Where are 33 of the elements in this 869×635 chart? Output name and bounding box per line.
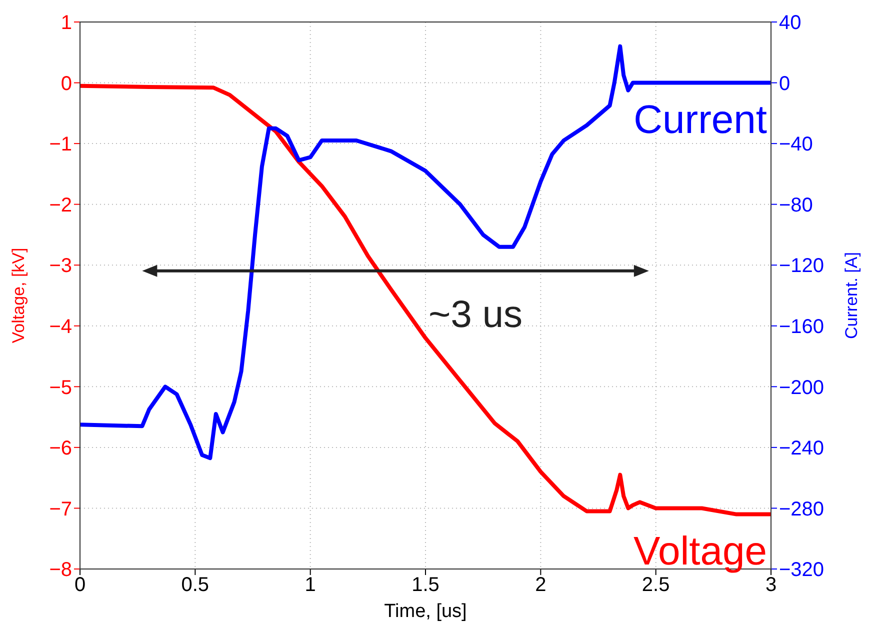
x-tick-label: 1.5 — [412, 574, 440, 596]
y-tick-label: −4 — [49, 316, 72, 338]
y2-tick-label: −160 — [779, 316, 824, 338]
y2-tick-label: −240 — [779, 438, 824, 460]
y2-tick-label: −80 — [779, 194, 813, 216]
y2-tick-label: −40 — [779, 134, 813, 156]
y-axis-title: Voltage, [kV] — [9, 248, 28, 344]
y-tick-label: −1 — [49, 134, 72, 156]
y2-tick-label: −120 — [779, 255, 824, 278]
y-tick-label: 0 — [60, 72, 72, 95]
x-tick-label: 1 — [304, 574, 316, 596]
y-tick-label: −5 — [49, 376, 72, 399]
x-tick-label: 0.5 — [181, 574, 210, 596]
y-tick-label: −3 — [49, 255, 72, 278]
x-tick-label: 3 — [765, 574, 777, 596]
x-tick-label: 2 — [535, 574, 546, 596]
y-tick-label: −7 — [49, 498, 72, 520]
y2-tick-label: −320 — [779, 559, 824, 582]
y2-tick-label: −280 — [779, 498, 824, 520]
y-tick-label: −8 — [49, 559, 72, 582]
annotation: ~3 us — [428, 294, 523, 336]
series-label: Current — [634, 98, 767, 142]
y2-tick-label: 40 — [779, 12, 802, 34]
x-tick-label: 2.5 — [642, 574, 670, 596]
y2-tick-label: 0 — [779, 72, 790, 95]
y-tick-label: −6 — [49, 438, 72, 460]
y2-tick-label: −200 — [779, 376, 824, 399]
x-axis-title: Time, [us] — [384, 601, 467, 622]
line-series — [80, 84, 771, 516]
y2-axis-title: Current. [A] — [842, 252, 862, 339]
series-label: Voltage — [634, 529, 767, 574]
y-tick-label: −2 — [49, 194, 72, 216]
y-tick-label: 1 — [60, 12, 72, 34]
